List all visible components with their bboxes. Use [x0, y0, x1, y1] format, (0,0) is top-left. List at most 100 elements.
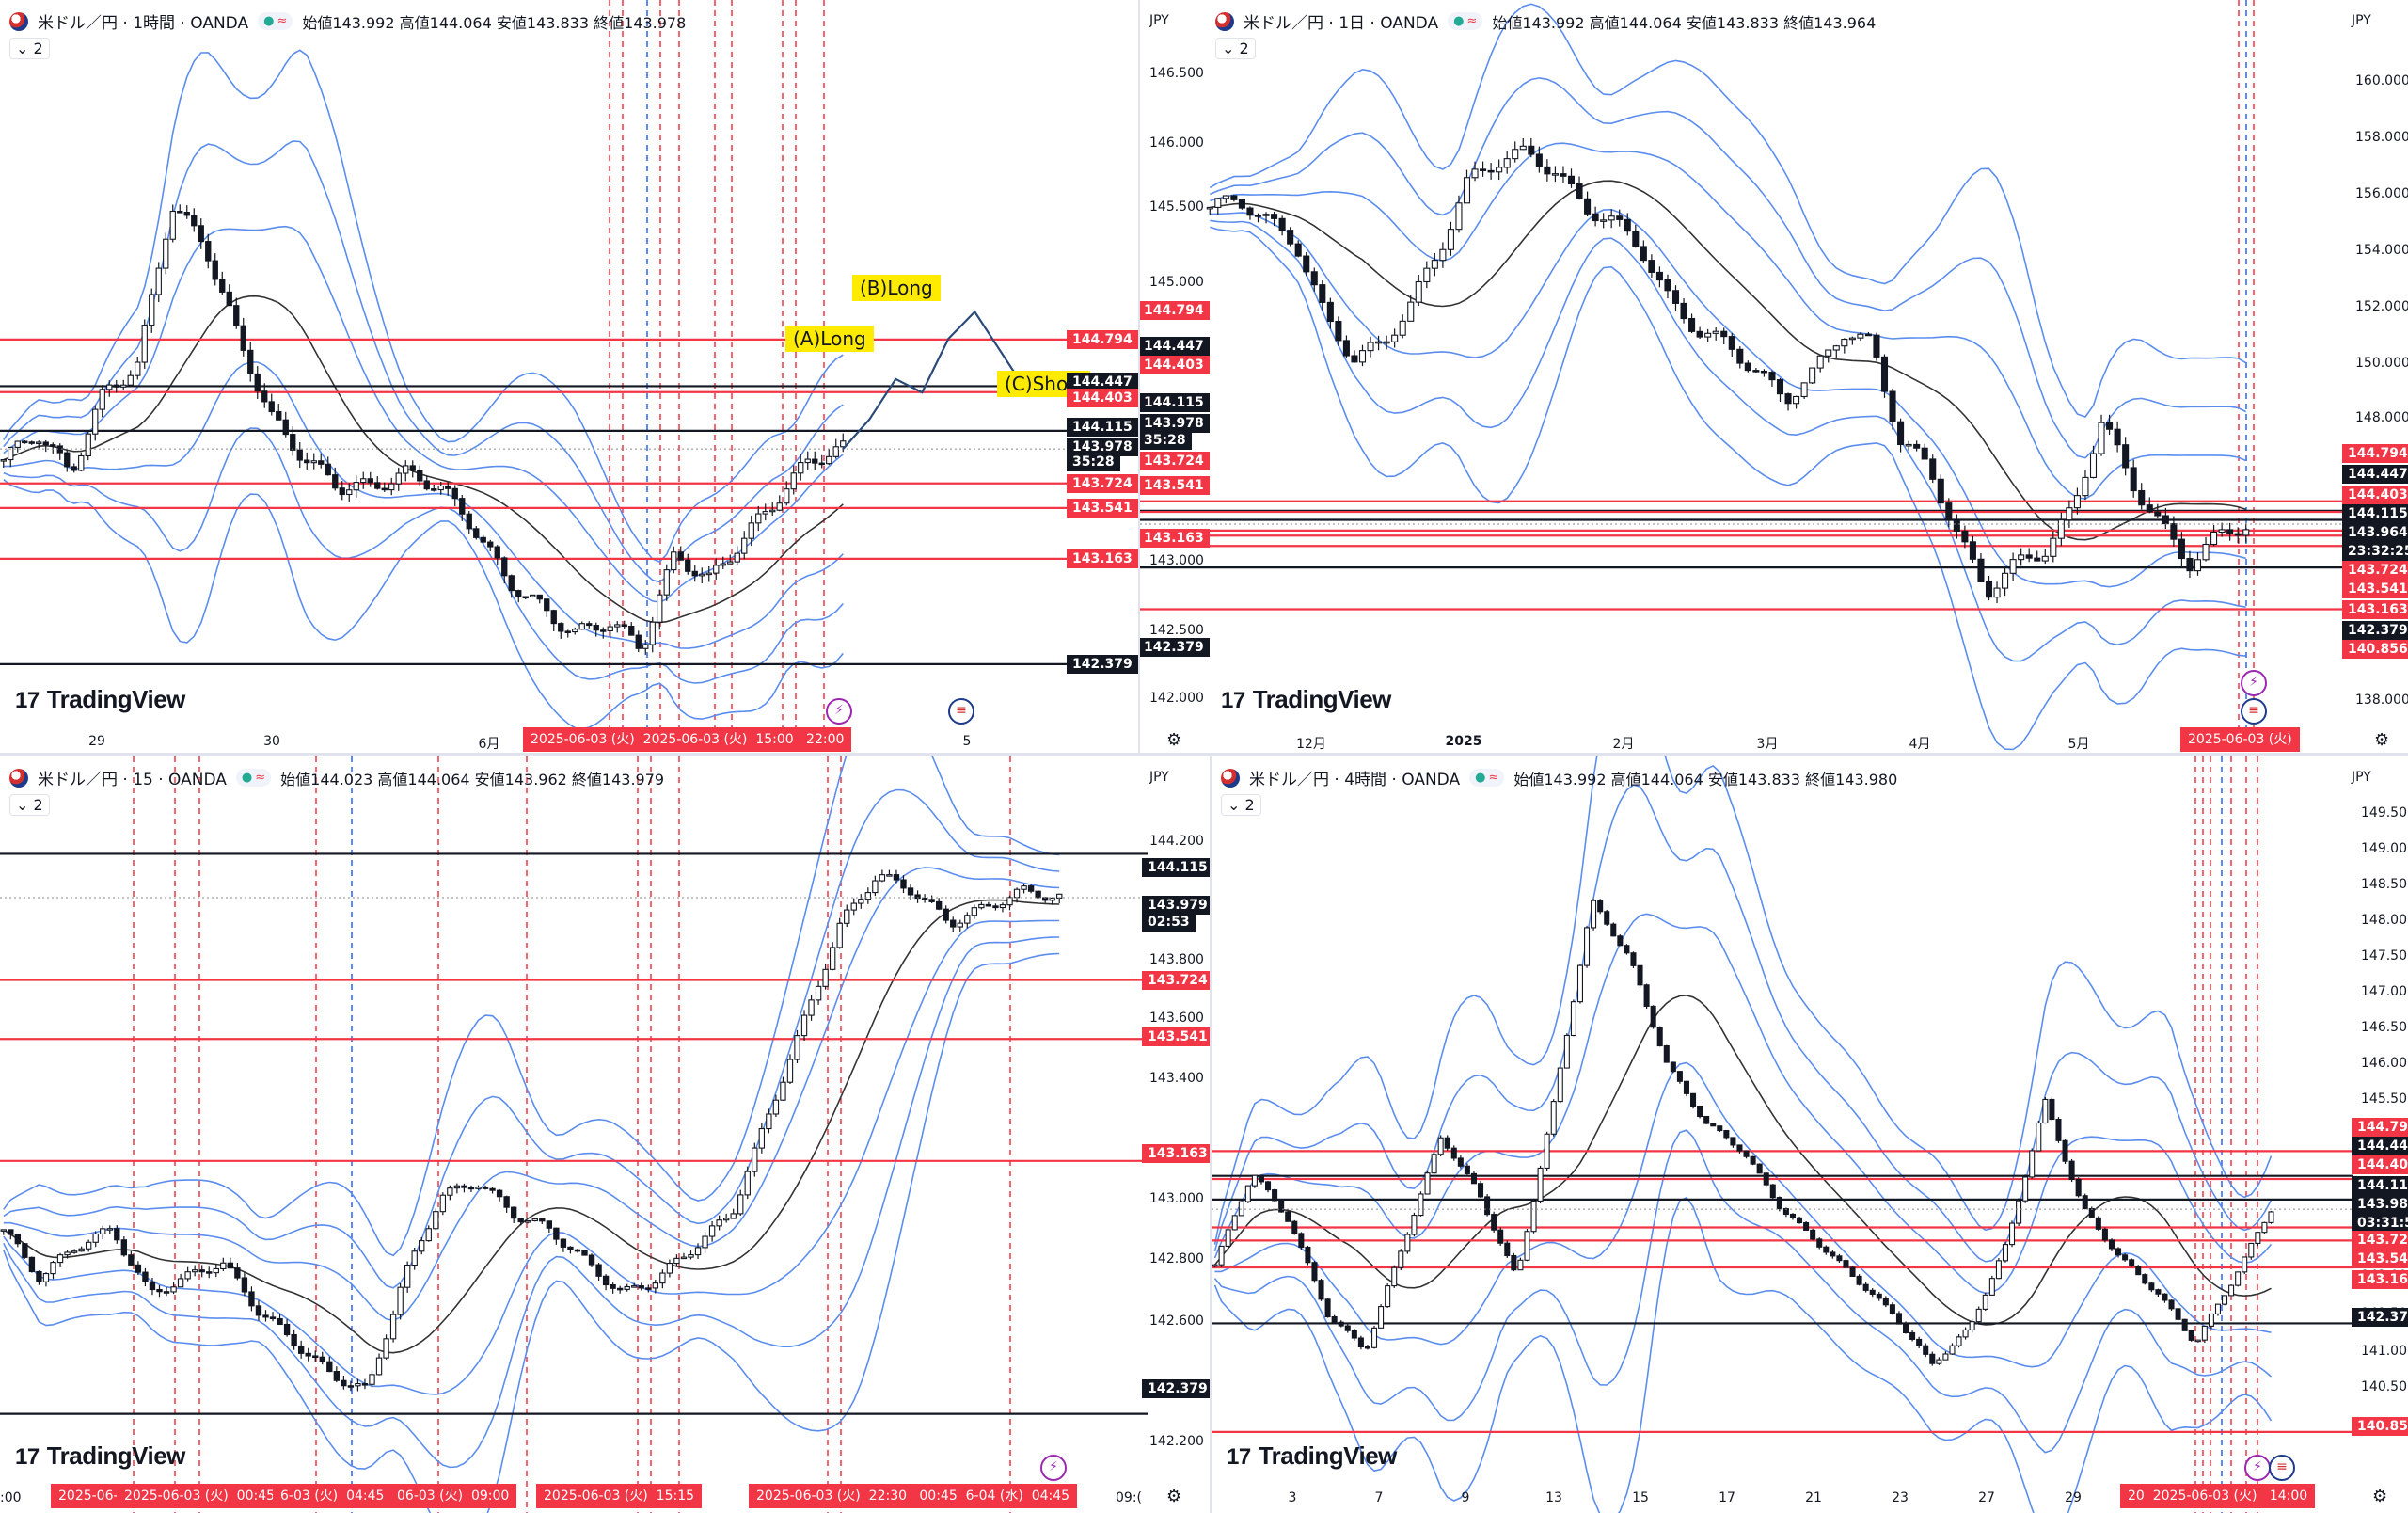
- collapse-button[interactable]: ⌄ 2: [1221, 794, 1261, 816]
- candle-up: [14, 440, 21, 448]
- candle-down: [198, 225, 204, 243]
- candle-down: [510, 1206, 517, 1219]
- price-tag: 144.794: [2342, 444, 2408, 463]
- x-tick: 3月: [1756, 737, 1779, 752]
- us-jp-flag-icon: [9, 11, 28, 31]
- event-icon[interactable]: ⚡: [2244, 1455, 2271, 1481]
- moving-average: [3, 899, 1060, 1354]
- candle-down: [2181, 1318, 2188, 1331]
- candle-down: [1478, 1183, 1484, 1198]
- price-tag: 02:53: [1142, 913, 1196, 932]
- candle-down: [1342, 340, 1350, 357]
- price-tag: 142.379: [1067, 654, 1138, 674]
- event-icon[interactable]: ⚡: [826, 698, 852, 725]
- candle-up: [1517, 1259, 1524, 1271]
- collapse-button[interactable]: ⌄ 2: [9, 794, 50, 816]
- candle-up: [1244, 1185, 1251, 1202]
- gear-icon[interactable]: ⚙: [1166, 730, 1182, 750]
- candle-down: [574, 1249, 581, 1252]
- candle-down: [318, 460, 325, 465]
- annotation-b-long[interactable]: (B)Long: [852, 275, 941, 301]
- candle-down: [1769, 1184, 1776, 1199]
- candle-up: [1988, 1278, 1995, 1296]
- candle-up: [155, 267, 162, 295]
- collapse-button[interactable]: ⌄ 2: [9, 38, 50, 59]
- candle-down: [508, 575, 515, 592]
- panel-divider[interactable]: [1210, 756, 1212, 1513]
- candle-down: [2226, 529, 2234, 534]
- candle-up: [727, 561, 734, 565]
- candle-down: [935, 900, 943, 910]
- price-tag: 143.541: [1140, 476, 1210, 495]
- candle-up: [120, 384, 127, 388]
- candle-up: [999, 904, 1006, 909]
- candle-down: [1882, 1298, 1889, 1306]
- candle-up: [822, 968, 829, 987]
- gear-icon[interactable]: ⚙: [2374, 730, 2390, 750]
- candle-up: [522, 596, 529, 599]
- crosshair-time-tag: 2025-06-03 (火): [2180, 727, 2300, 752]
- annotation-a-long[interactable]: (A)Long: [785, 326, 874, 352]
- us-flag-icon[interactable]: ≡: [2241, 698, 2267, 725]
- symbol-title[interactable]: 米ドル／円 · 1時間 · OANDA: [38, 14, 249, 33]
- candle-up: [1993, 587, 2001, 598]
- collapse-button[interactable]: ⌄ 2: [1215, 38, 1256, 59]
- candle-up: [722, 1218, 730, 1221]
- event-icon[interactable]: ⚡: [1040, 1455, 1067, 1481]
- candle-up: [2009, 1222, 2016, 1246]
- gear-icon[interactable]: ⚙: [1166, 1487, 1182, 1506]
- y-tick: 160.000: [2355, 73, 2408, 88]
- symbol-title[interactable]: 米ドル／円 · 15 · OANDA: [38, 771, 227, 789]
- price-tag: 143.724: [1140, 452, 1210, 470]
- candle-up: [475, 1187, 482, 1189]
- candle-down: [191, 215, 198, 227]
- candle-up: [737, 1194, 744, 1215]
- candle-up: [624, 1285, 630, 1290]
- chart-4h[interactable]: [1212, 756, 2408, 1513]
- chart-1d[interactable]: [1140, 0, 2408, 753]
- candle-up: [2235, 1271, 2242, 1286]
- candle-up: [659, 1272, 666, 1284]
- candle-down: [1258, 1174, 1264, 1183]
- candle-up: [355, 1382, 361, 1387]
- candle-up: [1557, 1067, 1563, 1103]
- panel-divider[interactable]: [1138, 0, 1140, 753]
- event-icon[interactable]: ⚡: [2241, 670, 2267, 696]
- candle-up: [1530, 1200, 1537, 1233]
- tradingview-logo: 17 TradingView: [15, 685, 185, 713]
- candle-down: [2122, 444, 2130, 469]
- chart-1h[interactable]: [0, 0, 1140, 753]
- candle-up: [1496, 167, 1503, 173]
- candle-down: [319, 1356, 325, 1362]
- candle-up: [1371, 1327, 1378, 1348]
- panel-divider[interactable]: [0, 753, 2408, 756]
- candle-down: [2148, 1282, 2155, 1291]
- candle-down: [1784, 393, 1792, 405]
- candle-down: [812, 458, 818, 464]
- symbol-title[interactable]: 米ドル／円 · 4時間 · OANDA: [1249, 771, 1461, 789]
- chart-15m[interactable]: [0, 756, 1212, 1513]
- candle-down: [1470, 1172, 1477, 1185]
- symbol-title[interactable]: 米ドル／円 · 1日 · OANDA: [1244, 14, 1439, 33]
- candle-up: [2255, 1232, 2261, 1245]
- gear-icon[interactable]: ⚙: [2372, 1487, 2388, 1506]
- band-2sigma-upper: [1209, 77, 2247, 459]
- candle-down: [1535, 153, 1543, 167]
- candle-down: [2115, 1248, 2122, 1256]
- us-flag-icon[interactable]: ≡: [948, 698, 974, 725]
- candle-up: [403, 465, 409, 474]
- candle-up: [2073, 495, 2081, 509]
- candle-down: [1544, 166, 1551, 175]
- price-tag: 143.541: [2352, 1250, 2408, 1268]
- candle-down: [1789, 1213, 1796, 1218]
- tv-mark-icon: 17: [15, 688, 40, 713]
- candle-down: [1909, 1331, 1916, 1340]
- candle-down: [1873, 334, 1880, 358]
- x-tick: 09:(: [1116, 1490, 1142, 1505]
- us-flag-icon[interactable]: ≡: [2269, 1455, 2295, 1481]
- candle-down: [1696, 330, 1703, 338]
- band-1sigma-lower: [3, 361, 844, 649]
- y-tick: 140.500: [2361, 1379, 2408, 1394]
- candle-down: [1843, 1260, 1849, 1268]
- candle-down: [71, 466, 77, 471]
